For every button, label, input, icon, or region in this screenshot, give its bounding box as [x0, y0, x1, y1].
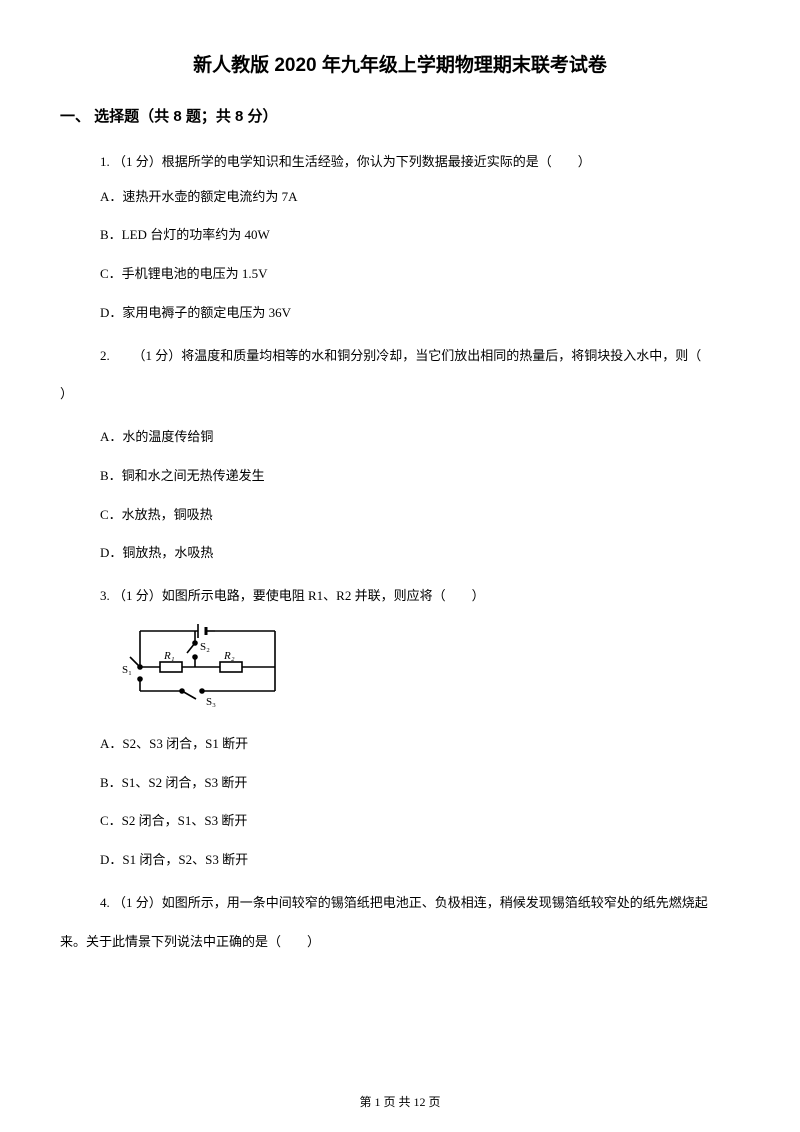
question-2-stem-line2: ） [60, 380, 740, 409]
question-2-option-b: B．铜和水之间无热传递发生 [60, 466, 740, 487]
circuit-label-s3: S₃ [206, 696, 216, 708]
question-1-option-d: D．家用电褥子的额定电压为 36V [60, 303, 740, 324]
section-header: 一、 选择题（共 8 题；共 8 分） [60, 105, 740, 126]
question-3-option-a: A．S2、S3 闭合，S1 断开 [60, 734, 740, 755]
question-4-stem-line1: 4. （1 分）如图所示，用一条中间较窄的锡箔纸把电池正、负极相连，稍候发现锡箔… [60, 889, 740, 918]
question-1-option-c: C．手机锂电池的电压为 1.5V [60, 264, 740, 285]
question-2-stem-line1: 2. （1 分）将温度和质量均相等的水和铜分别冷却，当它们放出相同的热量后，将铜… [60, 342, 740, 371]
page-footer: 第 1 页 共 12 页 [0, 1093, 800, 1110]
circuit-label-s2: S₂ [200, 641, 210, 653]
question-3-option-c: C．S2 闭合，S1、S3 断开 [60, 811, 740, 832]
question-1-option-b: B．LED 台灯的功率约为 40W [60, 225, 740, 246]
question-3-option-b: B．S1、S2 闭合，S3 断开 [60, 773, 740, 794]
question-2-option-c: C．水放热，铜吸热 [60, 505, 740, 526]
page-title: 新人教版 2020 年九年级上学期物理期末联考试卷 [60, 50, 740, 77]
circuit-label-s1: S₁ [122, 664, 132, 676]
question-4-stem-line2: 来。关于此情景下列说法中正确的是（ ） [60, 928, 740, 957]
question-3-option-d: D．S1 闭合，S2、S3 断开 [60, 850, 740, 871]
question-2-option-d: D．铜放热，水吸热 [60, 543, 740, 564]
circuit-label-r2: R₂ [223, 650, 235, 662]
question-1-option-a: A．速热开水壶的额定电流约为 7A [60, 187, 740, 208]
question-3-stem: 3. （1 分）如图所示电路，要使电阻 R1、R2 并联，则应将（ ） [60, 582, 740, 611]
question-2-option-a: A．水的温度传给铜 [60, 427, 740, 448]
circuit-diagram: S₁ S₂ S₃ R₁ R₂ [120, 621, 740, 716]
circuit-label-r1: R₁ [163, 650, 175, 662]
question-1-stem: 1. （1 分）根据所学的电学知识和生活经验，你认为下列数据最接近实际的是（ ） [60, 148, 740, 177]
